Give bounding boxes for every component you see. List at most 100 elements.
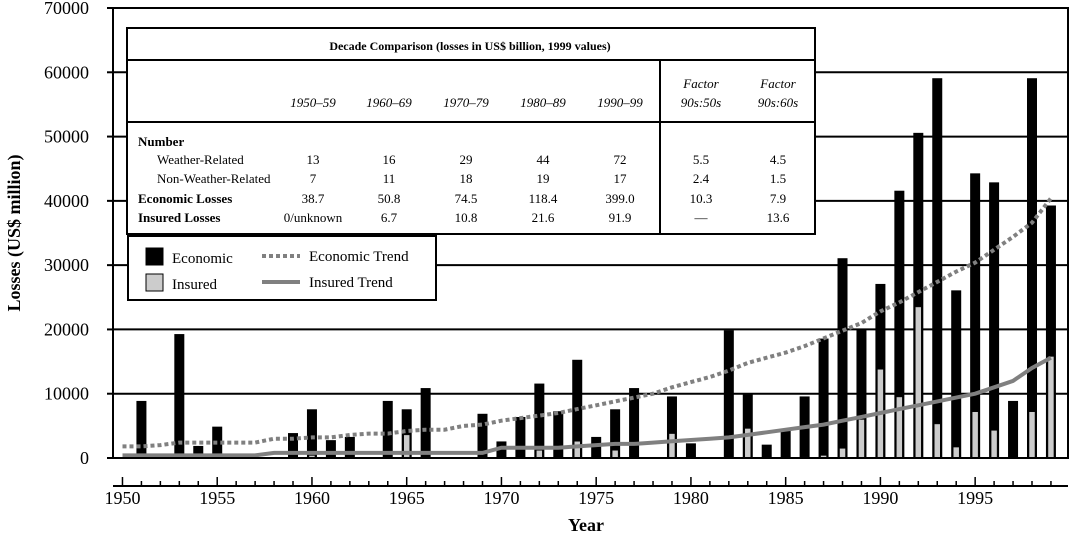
- table-cell: 38.7: [302, 191, 325, 206]
- table-cell: 13: [307, 152, 320, 167]
- table-cell: 10.8: [455, 210, 478, 225]
- insured-bar: [915, 306, 922, 459]
- table-cell: 74.5: [455, 191, 478, 206]
- table-cell: 72: [614, 152, 627, 167]
- table-row-label: Economic Losses: [138, 191, 232, 206]
- x-tick-label: 1990: [862, 488, 898, 508]
- factor-header: 90s:50s: [681, 95, 721, 110]
- table-cell: 2.4: [693, 171, 710, 186]
- insured-bar: [668, 433, 676, 459]
- legend-label: Insured: [172, 277, 217, 293]
- table-cell: 0/unknown: [284, 210, 343, 225]
- table-cell: 17: [614, 171, 628, 186]
- economic-bar: [989, 182, 1000, 459]
- economic-bar: [325, 440, 336, 459]
- economic-bar: [136, 400, 147, 459]
- y-tick-label: 30000: [44, 255, 89, 275]
- insured-bar: [611, 450, 619, 459]
- economic-bar: [591, 436, 602, 459]
- economic-swatch: [145, 247, 164, 266]
- table-cell: 10.3: [690, 191, 713, 206]
- table-row-label: Insured Losses: [138, 210, 220, 225]
- axes: 0100002000030000400005000060000700001950…: [44, 0, 1069, 508]
- insured-bar: [896, 396, 903, 459]
- insured-bar: [536, 450, 543, 459]
- economic-bar: [515, 417, 526, 459]
- x-axis-title: Year: [568, 515, 604, 534]
- insured-bar: [952, 446, 960, 459]
- decade-header: 1950–59: [290, 95, 336, 110]
- economic-bar: [761, 444, 772, 459]
- economic-bar: [382, 400, 393, 459]
- decade-table: Decade Comparison (losses in US$ billion…: [126, 27, 816, 235]
- y-tick-label: 40000: [44, 191, 89, 211]
- legend-label: Economic Trend: [309, 249, 409, 265]
- table-row-label: Non-Weather-Related: [157, 171, 271, 186]
- table-cell: 118.4: [529, 191, 558, 206]
- trend-lines: [122, 197, 1053, 458]
- x-tick-label: 1955: [199, 488, 235, 508]
- x-tick-label: 1975: [578, 488, 614, 508]
- insured-trend-line: [122, 355, 1052, 458]
- table-cell: 5.5: [693, 152, 709, 167]
- economic-bar: [837, 258, 848, 459]
- decade-header: 1960–69: [366, 95, 412, 110]
- table-cell: 18: [460, 171, 473, 186]
- table-cell: 44: [537, 152, 551, 167]
- table-title: Decade Comparison (losses in US$ billion…: [329, 39, 610, 53]
- economic-bar: [818, 338, 829, 459]
- insured-swatch: [145, 273, 164, 292]
- x-tick-label: 1965: [389, 488, 425, 508]
- economic-bar: [174, 334, 185, 459]
- factor-header: 90s:60s: [758, 95, 798, 110]
- x-tick-label: 1970: [483, 488, 519, 508]
- table-cell: 4.5: [770, 152, 786, 167]
- legend-label: Insured Trend: [309, 275, 393, 291]
- factor-header: Factor: [759, 76, 796, 91]
- economic-bar: [780, 430, 791, 459]
- y-tick-label: 0: [80, 448, 89, 468]
- table-row-label: Weather-Related: [157, 152, 244, 167]
- table-cell: 91.9: [609, 210, 632, 225]
- x-tick-label: 1960: [294, 488, 330, 508]
- x-tick-label: 1995: [957, 488, 993, 508]
- economic-bar: [1026, 78, 1037, 459]
- legend: Economic Insured Economic Trend Insured Tre…: [127, 235, 437, 301]
- y-tick-label: 20000: [44, 319, 89, 339]
- table-cell: 1.5: [770, 171, 786, 186]
- x-tick-label: 1985: [768, 488, 804, 508]
- insured-bar: [573, 441, 581, 459]
- insured-bar: [990, 430, 998, 459]
- y-axis-title: Losses (US$ million): [4, 154, 25, 311]
- legend-label: Economic: [172, 251, 233, 267]
- economic-bar: [344, 436, 355, 459]
- table-cell: 11: [383, 171, 396, 186]
- number-heading: Number: [138, 134, 184, 149]
- insured-bar: [1028, 411, 1036, 459]
- table-cell: 6.7: [381, 210, 398, 225]
- plot-frame: [112, 7, 1069, 459]
- economic-bar: [553, 411, 564, 459]
- economic-bar: [685, 443, 696, 459]
- y-tick-label: 70000: [44, 0, 89, 18]
- table-cell: 13.6: [767, 210, 790, 225]
- table-cell: 21.6: [532, 210, 555, 225]
- economic-bar: [420, 388, 431, 459]
- economic-bar: [306, 409, 317, 459]
- table-cell: 7.9: [770, 191, 786, 206]
- table-cell: 50.8: [378, 191, 401, 206]
- table-box: [126, 27, 816, 235]
- insured-bar: [971, 411, 979, 459]
- insured-bar: [1047, 356, 1055, 459]
- x-tick-label: 1980: [673, 488, 709, 508]
- y-tick-label: 50000: [44, 127, 89, 147]
- table-cell: 7: [310, 171, 317, 186]
- y-tick-label: 60000: [44, 62, 89, 82]
- decade-header: 1990–99: [597, 95, 643, 110]
- table-cell: 29: [460, 152, 473, 167]
- table-cell: —: [694, 210, 709, 225]
- table-cell: 19: [537, 171, 550, 186]
- insured-bar: [858, 419, 865, 459]
